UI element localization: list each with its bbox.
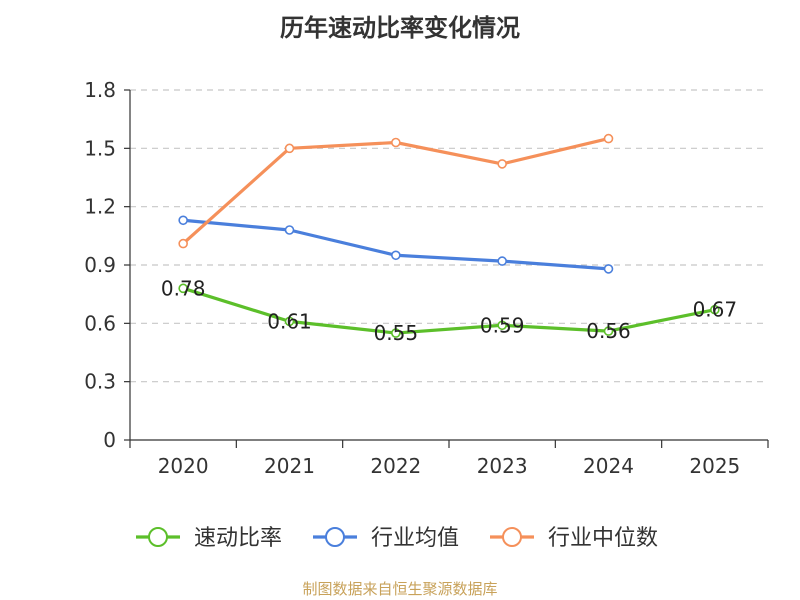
x-tick-label: 2022: [370, 454, 421, 478]
legend-marker-2: [325, 527, 345, 547]
x-tick-label: 2025: [689, 454, 740, 478]
y-tick-label: 1.2: [84, 195, 116, 219]
data-point: [391, 328, 401, 338]
y-tick-label: 1.8: [84, 78, 116, 102]
y-tick-label: 0.9: [84, 253, 116, 277]
data-point: [178, 238, 188, 249]
chart-title: 历年速动比率变化情况: [280, 14, 520, 42]
data-point: [284, 316, 295, 327]
y-tick-label: 1.5: [84, 136, 116, 160]
data-point: [284, 225, 295, 235]
data-point: [710, 304, 720, 315]
y-tick-label: 0.6: [84, 311, 116, 335]
series-line-3: [182, 137, 609, 245]
data-point: [603, 133, 614, 144]
data-point: [497, 256, 507, 266]
data-point: [284, 143, 295, 154]
y-tick-label: 0: [103, 428, 116, 452]
x-tick-label: 2021: [264, 454, 315, 478]
data-point: [603, 264, 614, 274]
series-line-2: [183, 218, 609, 271]
x-tick-label: 2024: [583, 454, 634, 478]
legend-label-2: 行业均值: [371, 526, 459, 551]
data-point: [391, 250, 401, 261]
data-point: [178, 215, 188, 226]
source-note: 制图数据来自恒生聚源数据库: [302, 580, 498, 598]
legend-label-1: 速动比率: [194, 526, 282, 551]
series-line-1: [182, 286, 716, 335]
data-point: [497, 320, 507, 331]
data-label: 0.59: [480, 313, 525, 337]
legend-label-3: 行业中位数: [548, 526, 658, 551]
data-label: 0.78: [161, 276, 206, 300]
legend-marker-1: [148, 527, 168, 547]
data-label: 0.56: [586, 319, 631, 343]
data-point: [178, 283, 188, 294]
data-label: 0.55: [374, 321, 419, 345]
data-point: [391, 137, 401, 148]
data-point: [497, 159, 507, 169]
data-label: 0.61: [267, 309, 312, 333]
y-tick-label: 0.3: [84, 370, 116, 394]
x-tick-label: 2023: [477, 454, 528, 478]
legend-marker-3: [502, 527, 522, 547]
x-tick-label: 2020: [158, 454, 209, 478]
data-point: [603, 326, 614, 336]
data-label: 0.67: [693, 298, 738, 322]
